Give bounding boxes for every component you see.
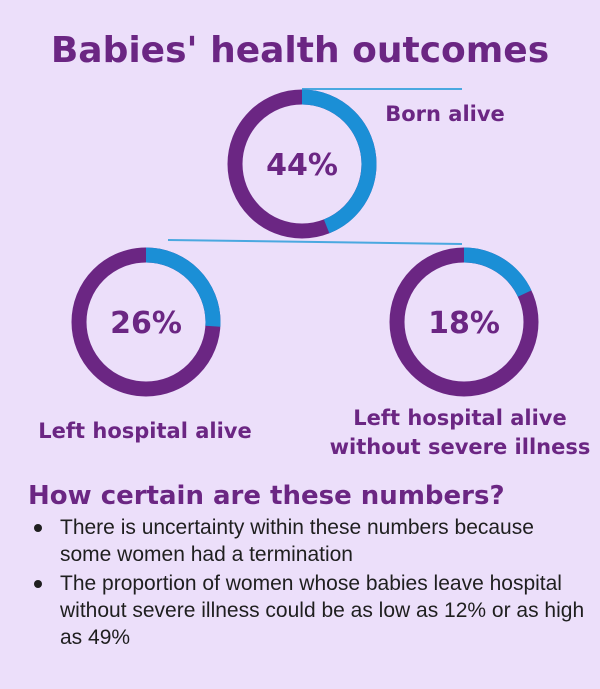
list-item: The proportion of women whose babies lea… — [30, 570, 590, 651]
slice-value — [71, 247, 221, 397]
ring-born-alive: 44% — [227, 89, 377, 239]
caption-left-hospital-no-illness: Left hospital alive without severe illne… — [325, 404, 595, 462]
list-item: There is uncertainty within these number… — [30, 514, 590, 568]
certainty-list: There is uncertainty within these number… — [30, 514, 590, 653]
slice-value — [227, 89, 377, 239]
caption-line-2: without severe illness — [329, 435, 591, 459]
connector-lines — [167, 88, 463, 245]
donut-charts: 44% 26% 18% — [71, 88, 539, 397]
data-label: 18% — [428, 306, 500, 341]
slice-value — [389, 247, 539, 397]
data-label: 26% — [110, 306, 182, 341]
caption-left-hospital-alive: Left hospital alive — [38, 419, 252, 443]
donut-rings: 44% 26% 18% — [71, 89, 539, 397]
ring-left-hospital-alive: 26% — [71, 247, 221, 397]
certainty-heading: How certain are these numbers? — [28, 481, 505, 511]
bullet-icon — [34, 580, 42, 588]
chart-title: Babies' health outcomes — [50, 30, 550, 71]
bullet-icon — [34, 524, 42, 532]
data-label: 44% — [266, 148, 338, 183]
connector-middle — [167, 239, 463, 245]
caption-line-1: Left hospital alive — [353, 406, 567, 430]
bullet-text: The proportion of women whose babies lea… — [60, 572, 585, 649]
caption-born-alive: Born alive — [385, 102, 505, 126]
bullet-text: There is uncertainty within these number… — [60, 516, 534, 566]
ring-left-hospital-no-illness: 18% — [389, 247, 539, 397]
